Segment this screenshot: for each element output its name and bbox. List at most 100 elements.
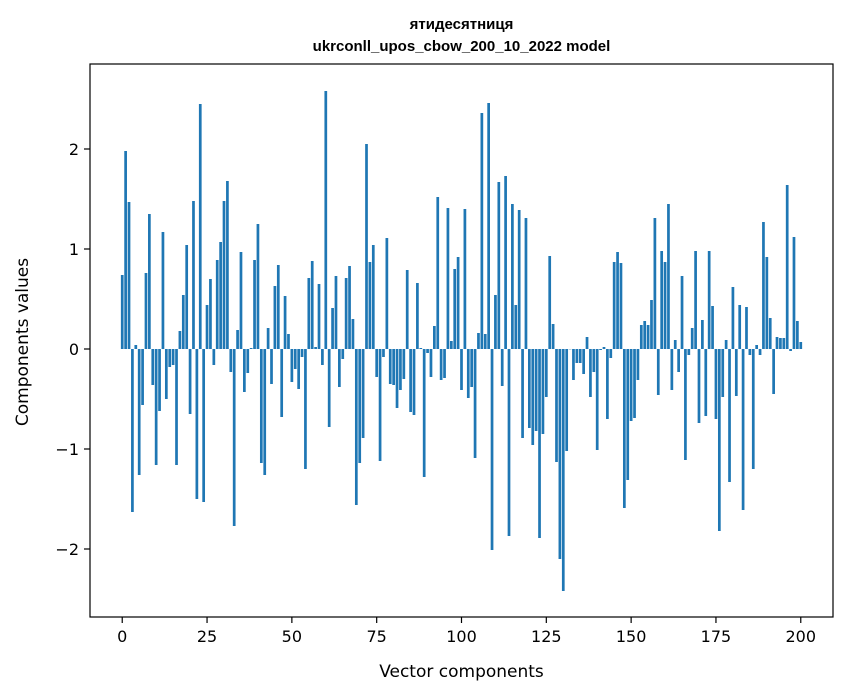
x-tick-label: 0 xyxy=(117,627,127,646)
bar-component-115 xyxy=(511,204,514,349)
bar-component-153 xyxy=(639,325,643,349)
bar-component-134 xyxy=(575,349,579,363)
bar-component-154 xyxy=(643,321,647,349)
bar-component-29 xyxy=(219,242,222,349)
bar-component-22 xyxy=(195,349,199,499)
bar-component-138 xyxy=(589,349,592,397)
y-tick-label: 0 xyxy=(69,340,79,359)
bar-component-63 xyxy=(334,276,338,349)
bar-component-131 xyxy=(565,349,569,451)
bar-component-59 xyxy=(321,349,324,365)
bar-component-137 xyxy=(585,337,589,349)
bar-component-43 xyxy=(266,328,270,349)
x-axis-label: Vector components xyxy=(379,662,544,682)
bar-component-69 xyxy=(354,349,358,505)
bar-component-127 xyxy=(551,324,555,349)
bar-component-18 xyxy=(181,295,185,349)
bar-component-38 xyxy=(249,348,253,349)
bar-component-4 xyxy=(134,345,138,349)
bar-component-40 xyxy=(256,224,260,349)
plot-frame xyxy=(89,63,834,618)
bar-component-149 xyxy=(626,349,630,480)
bar-component-191 xyxy=(768,318,772,349)
bar-component-19 xyxy=(185,245,189,349)
bar-component-159 xyxy=(660,251,664,349)
bar-component-11 xyxy=(158,349,161,411)
bar-component-21 xyxy=(192,201,195,349)
bar-component-126 xyxy=(548,256,552,349)
bar-component-79 xyxy=(388,349,392,384)
bar-component-72 xyxy=(365,144,368,349)
bar-component-142 xyxy=(602,347,606,349)
bar-component-71 xyxy=(361,349,365,438)
bar-component-88 xyxy=(419,348,423,349)
bar-component-170 xyxy=(697,349,701,423)
bar-component-164 xyxy=(677,349,680,372)
bar-component-185 xyxy=(748,349,752,355)
bar-component-46 xyxy=(276,265,280,349)
bar-component-58 xyxy=(317,284,321,349)
y-axis-ticks: −2 −1 0 1 2 xyxy=(55,140,90,559)
y-tick-label: 1 xyxy=(69,240,79,259)
bar-component-91 xyxy=(429,349,433,377)
bar-component-70 xyxy=(358,349,362,463)
bar-component-162 xyxy=(670,349,674,390)
bar-component-54 xyxy=(304,349,307,469)
bar-component-26 xyxy=(209,279,212,349)
bar-component-178 xyxy=(724,340,728,349)
bar-component-92 xyxy=(433,326,436,349)
bar-component-171 xyxy=(701,320,704,349)
bar-component-146 xyxy=(616,252,619,349)
bar-component-160 xyxy=(663,262,667,349)
bar-component-118 xyxy=(521,349,524,438)
bar-component-44 xyxy=(270,349,273,384)
bar-component-25 xyxy=(205,305,209,349)
x-tick-label: 50 xyxy=(282,627,302,646)
y-tick-label: −2 xyxy=(55,540,79,559)
bar-component-83 xyxy=(402,349,406,379)
bar-component-50 xyxy=(290,349,294,382)
y-axis-label: Components values xyxy=(13,258,33,426)
bar-component-64 xyxy=(338,349,341,387)
bar-component-195 xyxy=(782,338,786,349)
bar-component-62 xyxy=(331,308,334,349)
bar-component-78 xyxy=(385,238,389,349)
bar-component-111 xyxy=(497,182,501,349)
bar-component-85 xyxy=(409,349,412,412)
bar-component-96 xyxy=(446,208,450,349)
bar-component-124 xyxy=(541,349,545,434)
bar-component-56 xyxy=(310,261,314,349)
bar-component-121 xyxy=(531,349,535,445)
bar-component-119 xyxy=(524,218,528,349)
bar-component-98 xyxy=(453,269,457,349)
bar-component-148 xyxy=(622,349,626,508)
bar-component-130 xyxy=(561,349,565,591)
bar-component-101 xyxy=(463,209,467,349)
bar-component-112 xyxy=(500,349,504,386)
bar-component-24 xyxy=(202,349,206,502)
bar-component-94 xyxy=(439,349,443,380)
bar-component-188 xyxy=(758,349,762,355)
bar-component-33 xyxy=(232,349,236,526)
bar-component-110 xyxy=(494,295,497,349)
bar-component-3 xyxy=(131,349,134,512)
bar-component-189 xyxy=(762,222,765,349)
bar-component-172 xyxy=(704,349,708,416)
bar-component-193 xyxy=(775,337,779,349)
x-tick-label: 25 xyxy=(197,627,217,646)
bar-component-68 xyxy=(351,319,355,349)
bar-component-179 xyxy=(728,349,731,482)
bar-component-156 xyxy=(650,300,653,349)
bar-component-65 xyxy=(341,349,345,359)
chart-title-line-2: ukrconll_upos_cbow_200_10_2022 model xyxy=(313,38,611,55)
bar-component-7 xyxy=(144,273,148,349)
bar-component-174 xyxy=(711,306,714,349)
bar-component-81 xyxy=(395,349,399,408)
bar-component-55 xyxy=(307,278,311,349)
bar-component-31 xyxy=(226,181,229,349)
bar-component-42 xyxy=(263,349,267,475)
bar-component-103 xyxy=(470,349,474,387)
bar-component-73 xyxy=(368,262,372,349)
x-tick-label: 150 xyxy=(616,627,647,646)
